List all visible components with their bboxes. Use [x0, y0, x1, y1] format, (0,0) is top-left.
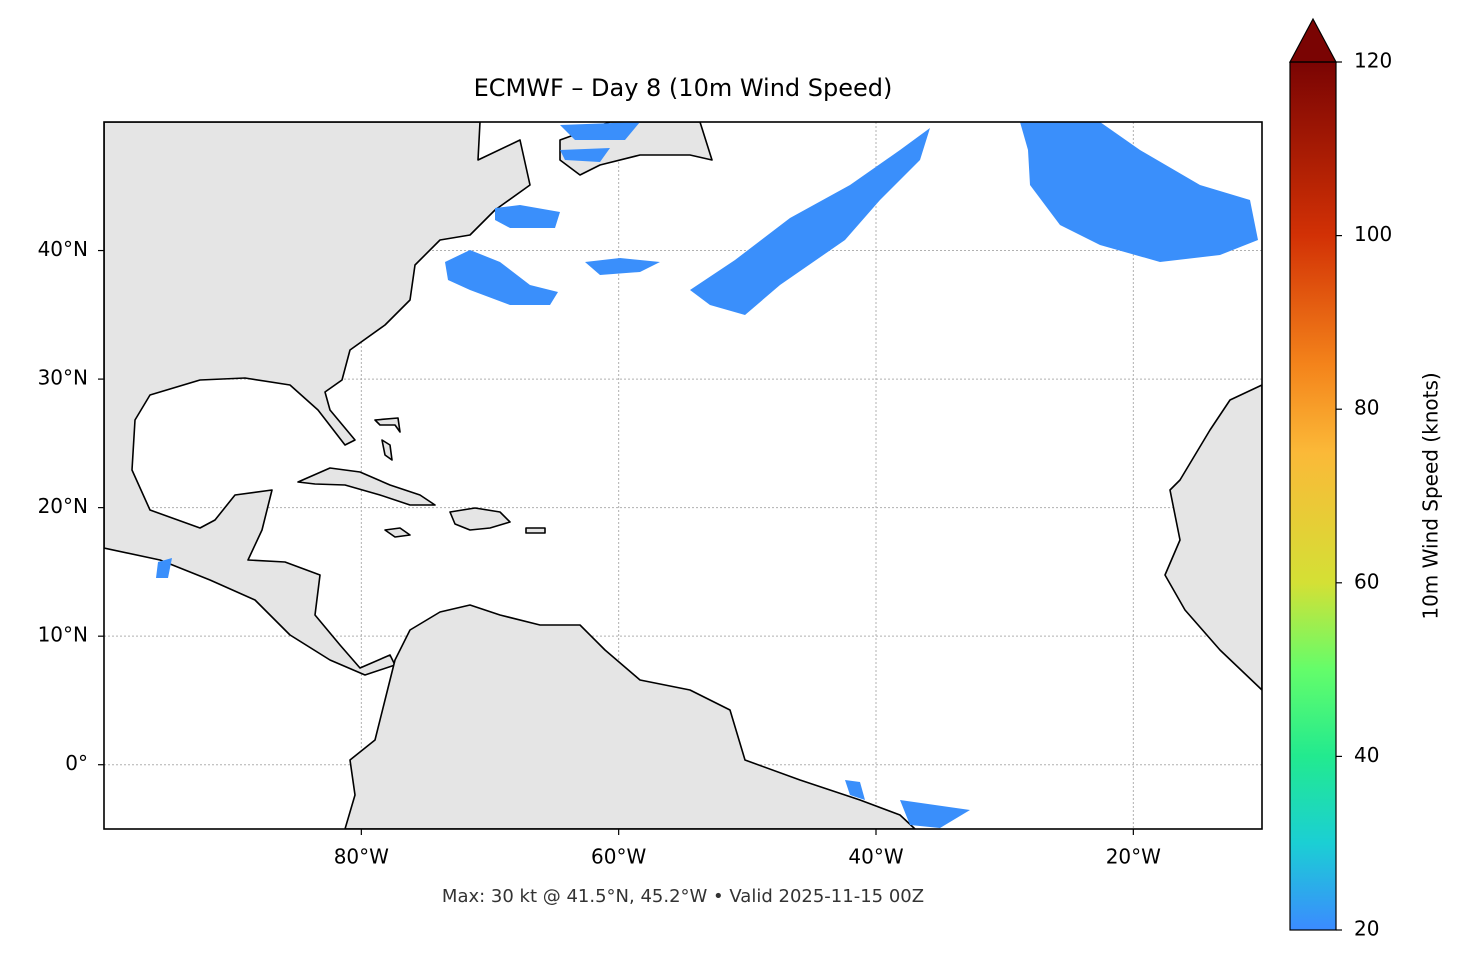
- wind-area: [156, 558, 172, 578]
- colorbar-tick-label: 80: [1354, 396, 1379, 420]
- colorbar-extension: [1288, 17, 1338, 63]
- colorbar-tick-label: 40: [1354, 743, 1379, 767]
- north-america: [104, 122, 531, 676]
- colorbar-tick-label: 60: [1354, 569, 1379, 593]
- map-frame: [103, 121, 1263, 830]
- map-title: ECMWF – Day 8 (10m Wind Speed): [474, 74, 893, 102]
- footer-note: Max: 30 kt @ 41.5°N, 45.2°W • Valid 2025…: [442, 886, 924, 907]
- x-tick-label: 60°W: [591, 845, 646, 869]
- jamaica: [384, 527, 411, 538]
- colorbar: [1290, 62, 1336, 930]
- wind-area: [495, 205, 560, 228]
- hispaniola: [449, 507, 511, 531]
- wind-area: [560, 122, 640, 162]
- colorbar-label: 10m Wind Speed (knots): [1419, 372, 1443, 619]
- y-tick-label: 40°N: [38, 237, 88, 261]
- wind-area: [585, 258, 660, 275]
- axis-ticks: 80°W 60°W 40°W 20°W 0° 10°N 20°N 30°N 40°N: [38, 237, 1162, 868]
- bahamas: [374, 417, 401, 461]
- colorbar-frame: [1289, 61, 1337, 931]
- colorbar-tick-label: 120: [1354, 49, 1392, 73]
- africa: [1164, 384, 1262, 691]
- wind-area: [445, 250, 558, 305]
- colorbar-tick-label: 20: [1354, 917, 1379, 941]
- x-tick-label: 40°W: [848, 845, 903, 869]
- y-tick-label: 20°N: [38, 494, 88, 518]
- puerto-rico: [525, 527, 546, 534]
- wind-area: [690, 128, 930, 315]
- y-tick-label: 0°: [65, 751, 88, 775]
- y-tick-label: 10°N: [38, 623, 88, 647]
- x-tick-label: 20°W: [1106, 845, 1161, 869]
- wind-area: [1020, 122, 1258, 262]
- x-tick-label: 80°W: [334, 845, 389, 869]
- map-area: [104, 122, 1262, 829]
- south-america: [344, 604, 916, 829]
- cuba: [297, 467, 436, 506]
- y-tick-label: 30°N: [38, 366, 88, 390]
- colorbar-tick-label: 100: [1354, 222, 1392, 246]
- wind-area: [845, 780, 970, 828]
